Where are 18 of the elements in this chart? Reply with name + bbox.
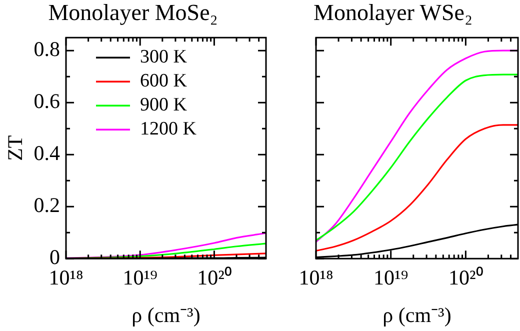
- x-tick-label: 10²⁰: [448, 266, 483, 290]
- x-axis-title: ρ (cm⁻³): [132, 302, 200, 327]
- legend-label: 1200 K: [140, 118, 197, 140]
- x-tick-label: 10¹⁹: [122, 266, 158, 290]
- x-axis-title: ρ (cm⁻³): [382, 302, 452, 327]
- x-tick-label: 10¹⁹: [374, 266, 408, 290]
- x-tick-label: 10¹⁸: [298, 266, 334, 290]
- legend-label: 600 K: [140, 70, 188, 92]
- y-axis-title: ZT: [3, 135, 28, 161]
- y-tick-label: 0.2: [34, 193, 60, 218]
- chart-title: Monolayer WSe₂: [314, 0, 472, 25]
- legend-label: 300 K: [140, 46, 188, 68]
- y-tick-label: 0.6: [34, 89, 60, 114]
- y-tick-label: 0.8: [34, 37, 60, 62]
- x-tick-label: 10²⁰: [197, 266, 232, 290]
- legend-label: 900 K: [140, 94, 188, 116]
- chart-title: Monolayer MoSe₂: [48, 0, 218, 25]
- y-tick-label: 0.4: [34, 141, 60, 166]
